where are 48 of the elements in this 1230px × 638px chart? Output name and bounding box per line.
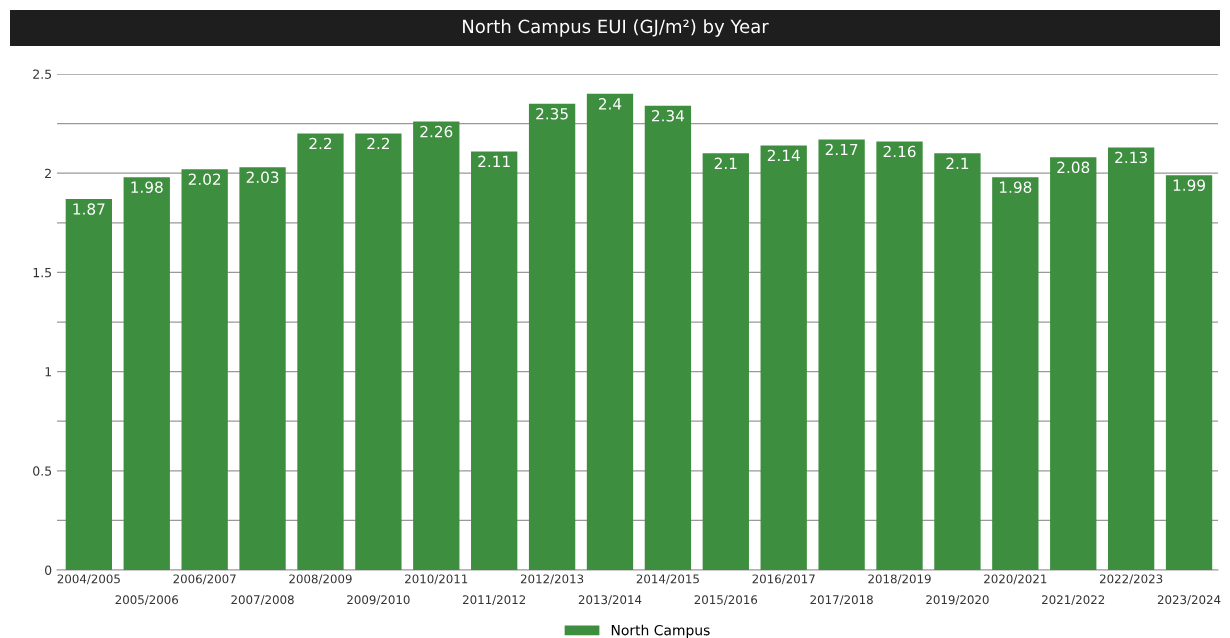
- x-tick-label: 2014/2015: [636, 574, 699, 585]
- data-label: 2.13: [1115, 151, 1147, 164]
- data-label: 1.98: [131, 181, 163, 193]
- data-label: 2.35: [536, 108, 568, 120]
- x-tick-label: 2016/2017: [752, 574, 815, 585]
- data-label: 2.11: [478, 155, 510, 167]
- x-tick-label: 2015/2016: [694, 595, 758, 606]
- data-label: 2.08: [1057, 161, 1090, 174]
- data-label: 2.03: [246, 171, 279, 184]
- data-label: 2.1: [714, 157, 737, 169]
- y-tick-label: 2.5: [33, 69, 52, 79]
- x-tick-label: 2022/2023: [1099, 574, 1163, 585]
- x-tick-label: 2010/2011: [405, 574, 468, 585]
- x-tick-label: 2019/2020: [926, 595, 989, 606]
- y-tick-label: 1: [45, 367, 51, 377]
- data-label: 1.99: [1173, 179, 1205, 191]
- legend-label: North Campus: [611, 624, 710, 638]
- x-tick-label: 2008/2009: [289, 574, 352, 585]
- y-tick-label: 0.5: [33, 466, 52, 476]
- x-tick-label: 2005/2006: [115, 595, 179, 606]
- data-label: 2.4: [598, 98, 622, 110]
- y-tick-label: 1.5: [33, 268, 52, 278]
- x-tick-label: 2011/2012: [463, 595, 526, 606]
- data-label: 2.2: [367, 137, 389, 150]
- data-label: 1.98: [1000, 181, 1032, 193]
- data-label: 2.26: [420, 125, 453, 138]
- x-tick-label: 2017/2018: [810, 595, 873, 606]
- x-tick-label: 2021/2022: [1042, 595, 1105, 606]
- x-tick-label: 2018/2019: [868, 574, 931, 585]
- x-tick-label: 2004/2005: [57, 574, 120, 585]
- x-tick-label: 2013/2014: [578, 595, 642, 606]
- x-tick-label: 2007/2008: [231, 595, 294, 606]
- chart-title: North Campus EUI (GJ/m²) by Year: [463, 19, 769, 37]
- data-label: 2.1: [946, 157, 969, 169]
- x-tick-label: 2006/2007: [173, 574, 236, 585]
- y-tick-label: 2: [45, 168, 51, 178]
- data-label: 2.17: [825, 143, 858, 156]
- y-tick-label: 0: [45, 565, 52, 575]
- x-tick-label: 2023/2024: [1157, 595, 1221, 606]
- data-label: 2.2: [309, 137, 332, 150]
- x-tick-label: 2009/2010: [347, 595, 410, 606]
- data-label: 2.02: [188, 173, 221, 186]
- data-label: 2.34: [652, 109, 685, 122]
- data-label: 2.14: [767, 149, 800, 161]
- x-tick-label: 2020/2021: [984, 574, 1047, 585]
- x-tick-label: 2012/2013: [520, 574, 584, 585]
- data-label: 1.87: [73, 203, 105, 215]
- data-label: 2.16: [883, 145, 916, 158]
